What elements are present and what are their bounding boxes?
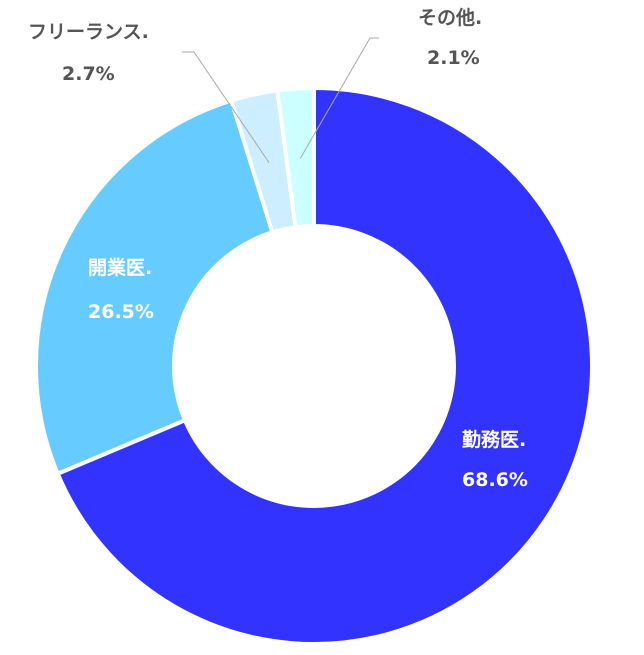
slice-value-freelance: 2.7% <box>62 63 115 85</box>
slice-label-clinic-doctor: 開業医. <box>88 256 152 279</box>
slice-value-other: 2.1% <box>427 47 480 69</box>
slice-label-freelance: フリーランス. <box>28 21 149 43</box>
leader-line-other <box>299 37 379 159</box>
slice-label-other: その他. <box>418 6 482 29</box>
slice-work-doctor <box>55 85 594 646</box>
leader-line-freelance <box>182 51 270 164</box>
slice-value-work-doctor: 68.6% <box>462 469 528 491</box>
slice-clinic-doctor <box>34 98 275 477</box>
slice-value-clinic-doctor: 26.5% <box>88 301 154 323</box>
slice-label-work-doctor: 勤務医. <box>462 428 526 451</box>
slices-group <box>34 85 594 646</box>
leader-lines-group <box>182 37 379 164</box>
slice-other <box>275 85 316 230</box>
